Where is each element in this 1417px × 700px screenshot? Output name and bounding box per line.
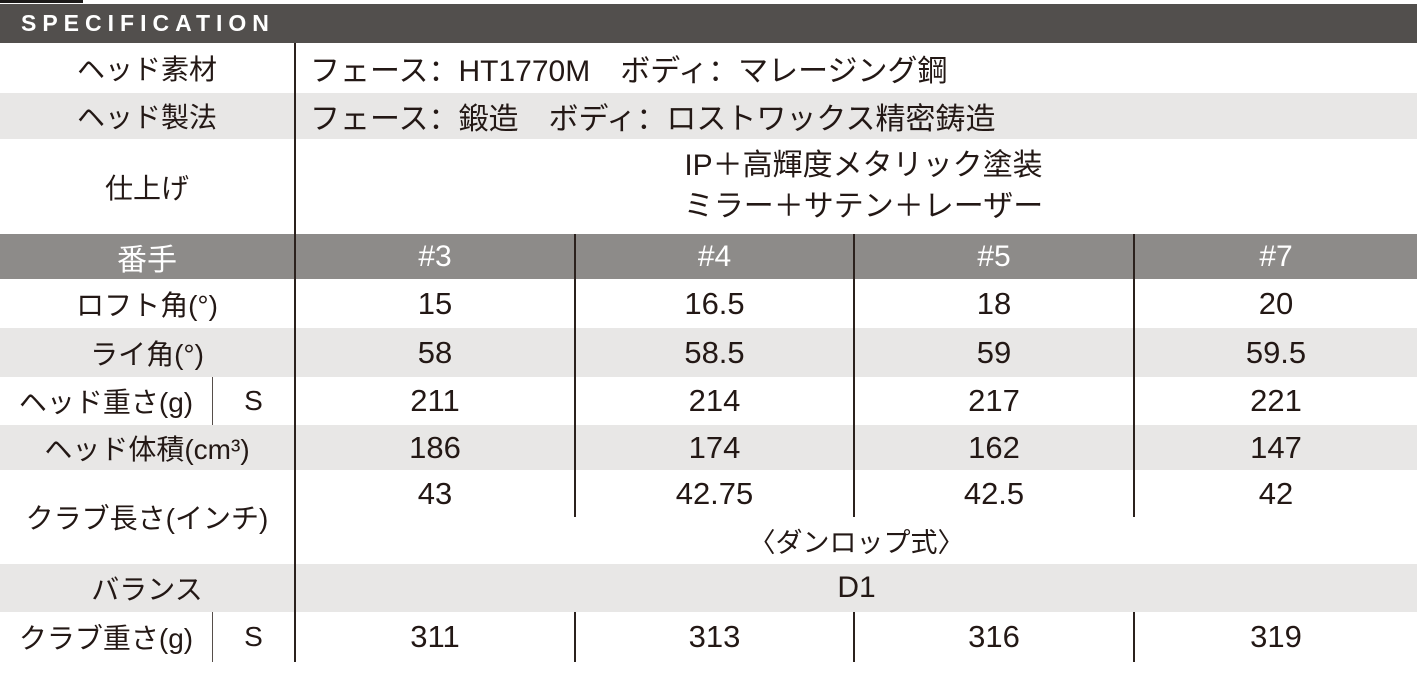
top-edge-strip <box>0 0 83 3</box>
head-volume-3: 186 <box>296 425 576 470</box>
loft-7: 20 <box>1258 285 1294 321</box>
club-length-5: 42.5 <box>855 470 1135 517</box>
row-head-weight: ヘッド重さ(g) S 211 214 217 221 <box>0 377 1417 425</box>
row-club-length: クラブ長さ(インチ) 43 42.75 42.5 42 〈ダンロップ式〉 <box>0 470 1417 564</box>
row-label: ヘッド重さ(g) <box>0 377 213 425</box>
lie-3: 58 <box>296 328 576 377</box>
row-label: 仕上げ <box>0 139 296 234</box>
header-col-4: #4 <box>576 234 855 279</box>
spec-table: ヘッド素材 フェース：HT1770M ボディ：マレージング鋼 ヘッド製法 フェー… <box>0 43 1417 662</box>
table-header-row: 番手 #3 #4 #5 #7 <box>0 234 1417 279</box>
header-col-7: #7 <box>1259 239 1293 273</box>
row-finish: 仕上げ IP＋高輝度メタリック塗装 ミラー＋サテン＋レーザー <box>0 139 1417 234</box>
loft-3: 15 <box>296 279 576 328</box>
head-weight-4: 214 <box>576 377 855 425</box>
row-lie-angle: ライ角(°) 58 58.5 59 59.5 <box>0 328 1417 377</box>
head-volume-7: 147 <box>1250 429 1302 465</box>
club-length-4: 42.75 <box>576 470 855 517</box>
club-weight-5: 316 <box>855 612 1135 662</box>
row-head-material: ヘッド素材 フェース：HT1770M ボディ：マレージング鋼 <box>0 43 1417 93</box>
club-weight-4: 313 <box>576 612 855 662</box>
lie-7: 59.5 <box>1245 334 1307 370</box>
lie-4: 58.5 <box>576 328 855 377</box>
club-length-note: 〈ダンロップ式〉 <box>748 528 965 558</box>
row-balance: バランス D1 <box>0 564 1417 612</box>
row-label: バランス <box>0 564 296 612</box>
head-weight-5: 217 <box>855 377 1135 425</box>
head-volume-5: 162 <box>855 425 1135 470</box>
row-loft-angle: ロフト角(°) 15 16.5 18 20 <box>0 279 1417 328</box>
club-weight-3: 311 <box>296 612 576 662</box>
row-label: ヘッド素材 <box>0 43 296 93</box>
finish-line-1: IP＋高輝度メタリック塗装 <box>684 149 1043 182</box>
club-length-3: 43 <box>296 470 576 517</box>
header-label: 番手 <box>0 234 296 279</box>
head-weight-3: 211 <box>296 377 576 425</box>
row-label: クラブ重さ(g) <box>0 612 213 662</box>
club-length-values: 43 42.75 42.5 42 <box>296 470 1417 517</box>
row-value: フェース：HT1770M ボディ：マレージング鋼 <box>310 55 948 88</box>
shaft-flex-label: S <box>213 612 296 662</box>
row-label: ロフト角(°) <box>0 279 296 328</box>
row-label: クラブ長さ(インチ) <box>0 470 296 564</box>
row-value: IP＋高輝度メタリック塗装 ミラー＋サテン＋レーザー <box>296 139 1417 234</box>
lie-5: 59 <box>855 328 1135 377</box>
loft-4: 16.5 <box>576 279 855 328</box>
row-label: ライ角(°) <box>0 328 296 377</box>
shaft-flex-label: S <box>213 377 296 425</box>
balance-value: D1 <box>837 571 876 604</box>
row-value: フェース：鍛造 ボディ：ロストワックス精密鋳造 <box>310 103 996 136</box>
row-club-weight: クラブ重さ(g) S 311 313 316 319 <box>0 612 1417 662</box>
head-volume-4: 174 <box>576 425 855 470</box>
header-col-3: #3 <box>296 234 576 279</box>
title-bar: SPECIFICATION <box>0 4 1417 43</box>
club-length-values-area: 43 42.75 42.5 42 〈ダンロップ式〉 <box>296 470 1417 564</box>
head-weight-7: 221 <box>1250 383 1302 418</box>
row-label: ヘッド体積(cm³) <box>0 425 296 470</box>
club-length-7: 42 <box>1258 475 1294 511</box>
finish-line-2: ミラー＋サテン＋レーザー <box>683 190 1044 223</box>
row-head-volume: ヘッド体積(cm³) 186 174 162 147 <box>0 425 1417 470</box>
header-col-5: #5 <box>855 234 1135 279</box>
row-label: ヘッド製法 <box>0 93 296 139</box>
row-head-construction: ヘッド製法 フェース：鍛造 ボディ：ロストワックス精密鋳造 <box>0 93 1417 139</box>
loft-5: 18 <box>855 279 1135 328</box>
page-title: SPECIFICATION <box>21 10 275 36</box>
club-weight-7: 319 <box>1250 619 1302 654</box>
